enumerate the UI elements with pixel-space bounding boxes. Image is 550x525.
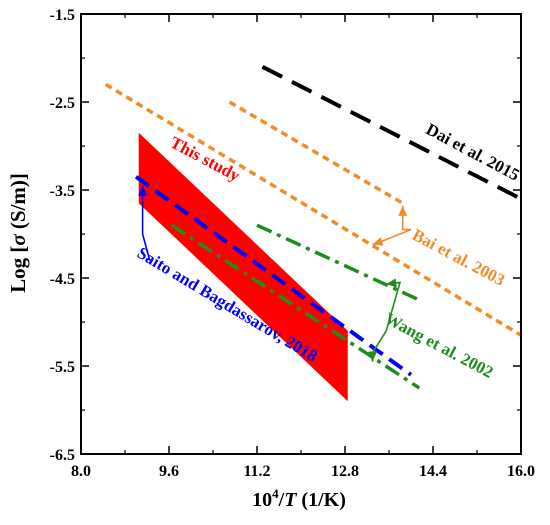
y-tick-label: -4.5 (50, 271, 75, 288)
y-axis-label-sigma: σ (6, 234, 30, 246)
arrow-saito (141, 185, 151, 261)
arrow-bai-2-head (372, 237, 384, 246)
y-tick-label: -1.5 (50, 7, 75, 24)
series-line-wang1 (256, 223, 420, 302)
axis-layer: 8.0 9.6 11.2 12.8 14.4 16.0 -1.5 -2.5 -3.5 -4.5 -5… (50, 7, 535, 480)
this-study-band (138, 132, 348, 402)
x-axis-label-sup: 4 (272, 486, 279, 501)
arrow-saito-head (138, 185, 148, 196)
arrow-wang-2-head (368, 351, 377, 362)
band-layer (138, 132, 348, 402)
y-tick-label: -2.5 (50, 95, 75, 112)
x-tick-label: 12.8 (331, 463, 359, 480)
y-tick-label: -6.5 (50, 447, 75, 464)
series-line-dai1 (261, 65, 522, 201)
x-axis-label: 104/T (1/K) (252, 486, 346, 511)
x-axis-label-var: T (284, 489, 297, 511)
x-axis-label-unit: (1/K) (296, 489, 345, 511)
series-line-wang2 (170, 223, 421, 390)
series-line-bai1 (104, 82, 522, 337)
y-tick-label: -3.5 (50, 183, 75, 200)
y-tick-label: -5.5 (50, 359, 75, 376)
x-tick-label: 14.4 (419, 463, 447, 480)
x-tick-label: 11.2 (243, 463, 270, 480)
arrow-wang-1-head (386, 278, 397, 288)
plot-frame (80, 13, 522, 455)
label-wang: Wang et al. 2002 (382, 309, 497, 382)
x-tick-label: 9.6 (159, 463, 179, 480)
arrow-bai-1-head (398, 205, 408, 216)
y-axis-label-post: (S/m)] (6, 173, 30, 234)
y-axis-label: Log [σ (S/m)] (6, 173, 30, 293)
arrow-layer (138, 185, 412, 362)
series-line-saito (134, 175, 413, 377)
x-axis-label-base: 10 (252, 489, 272, 511)
x-tick-label: 16.0 (507, 463, 535, 480)
series-layer (104, 65, 522, 390)
y-axis-label-pre: Log [ (6, 246, 30, 293)
label-bai: Bai et al. 2003 (409, 225, 508, 290)
x-tick-label: 8.0 (71, 463, 91, 480)
series-line-bai2 (228, 100, 404, 205)
x-axis-label-slash: / (278, 489, 285, 511)
